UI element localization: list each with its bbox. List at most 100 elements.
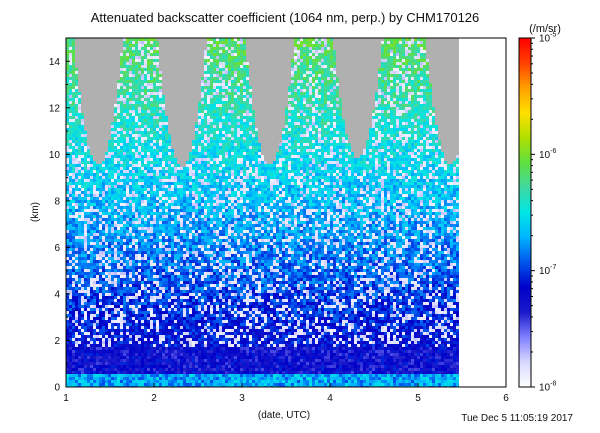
heatmap-cell [66,182,69,185]
heatmap-cell [186,146,189,149]
heatmap-cell [69,236,72,239]
heatmap-cell [105,302,108,305]
heatmap-cell [180,134,183,137]
heatmap-cell [162,218,165,221]
heatmap-cell [117,335,120,338]
heatmap-cell [156,107,159,110]
heatmap-cell [123,149,126,152]
heatmap-cell [162,227,165,230]
heatmap-cell [186,38,189,41]
heatmap-cell [186,89,189,92]
heatmap-cell [156,194,159,197]
heatmap-cell [156,128,159,131]
heatmap-cell [180,296,183,299]
heatmap-cell [192,275,195,278]
heatmap-cell [165,104,168,107]
heatmap-cell [72,383,75,386]
heatmap-cell [132,161,135,164]
heatmap-cell [84,38,87,41]
heatmap-cell [108,167,111,170]
heatmap-cell [177,161,180,164]
heatmap-cell [150,203,153,206]
heatmap-cell [132,305,135,308]
heatmap-cell [132,317,135,320]
heatmap-cell [186,161,189,164]
heatmap-cell [66,302,69,305]
heatmap-cell [96,278,99,281]
heatmap-cell [144,305,147,308]
heatmap-cell [135,38,138,41]
heatmap-cell [159,125,162,128]
heatmap-cell [84,71,87,74]
heatmap-cell [123,182,126,185]
heatmap-cell [114,254,117,257]
heatmap-cell [105,383,108,386]
heatmap-cell [78,77,81,80]
heatmap-cell [138,41,141,44]
heatmap-cell [174,89,177,92]
heatmap-cell [66,137,69,140]
heatmap-cell [126,236,129,239]
heatmap-cell [84,65,87,68]
heatmap-cell [135,92,138,95]
heatmap-cell [102,257,105,260]
heatmap-cell [177,146,180,149]
heatmap-cell [165,371,168,374]
heatmap-cell [84,365,87,368]
heatmap-cell [69,329,72,332]
heatmap-cell [153,113,156,116]
heatmap-cell [165,377,168,380]
heatmap-cell [75,254,78,257]
heatmap-cell [135,44,138,47]
heatmap-cell [168,341,171,344]
heatmap-cell [114,158,117,161]
heatmap-cell [81,131,84,134]
heatmap-cell [186,203,189,206]
heatmap-cell [174,164,177,167]
heatmap-cell [114,338,117,341]
heatmap-cell [87,203,90,206]
heatmap-cell [102,152,105,155]
heatmap-cell [75,68,78,71]
heatmap-cell [87,206,90,209]
heatmap-cell [114,314,117,317]
heatmap-cell [102,263,105,266]
heatmap-cell [150,98,153,101]
heatmap-cell [108,344,111,347]
heatmap-cell [84,359,87,362]
heatmap-cell [117,149,120,152]
heatmap-cell [144,206,147,209]
heatmap-cell [141,71,144,74]
heatmap-cell [156,77,159,80]
heatmap-cell [159,338,162,341]
heatmap-cell [114,290,117,293]
heatmap-cell [174,317,177,320]
heatmap-cell [186,305,189,308]
heatmap-cell [159,362,162,365]
heatmap-cell [102,338,105,341]
heatmap-cell [114,41,117,44]
heatmap-cell [177,155,180,158]
heatmap-cell [183,170,186,173]
heatmap-cell [120,332,123,335]
heatmap-cell [162,326,165,329]
heatmap-cell [159,95,162,98]
heatmap-cell [123,266,126,269]
heatmap-cell [141,272,144,275]
heatmap-cell [78,299,81,302]
heatmap-cell [174,167,177,170]
heatmap-cell [117,62,120,65]
heatmap-cell [102,200,105,203]
heatmap-cell [87,248,90,251]
heatmap-cell [129,116,132,119]
heatmap-cell [126,101,129,104]
heatmap-cell [183,215,186,218]
heatmap-cell [183,149,186,152]
heatmap-cell [117,176,120,179]
heatmap-cell [72,44,75,47]
heatmap-cell [180,329,183,332]
heatmap-cell [66,89,69,92]
heatmap-cell [147,206,150,209]
heatmap-cell [126,188,129,191]
heatmap-cell [72,164,75,167]
